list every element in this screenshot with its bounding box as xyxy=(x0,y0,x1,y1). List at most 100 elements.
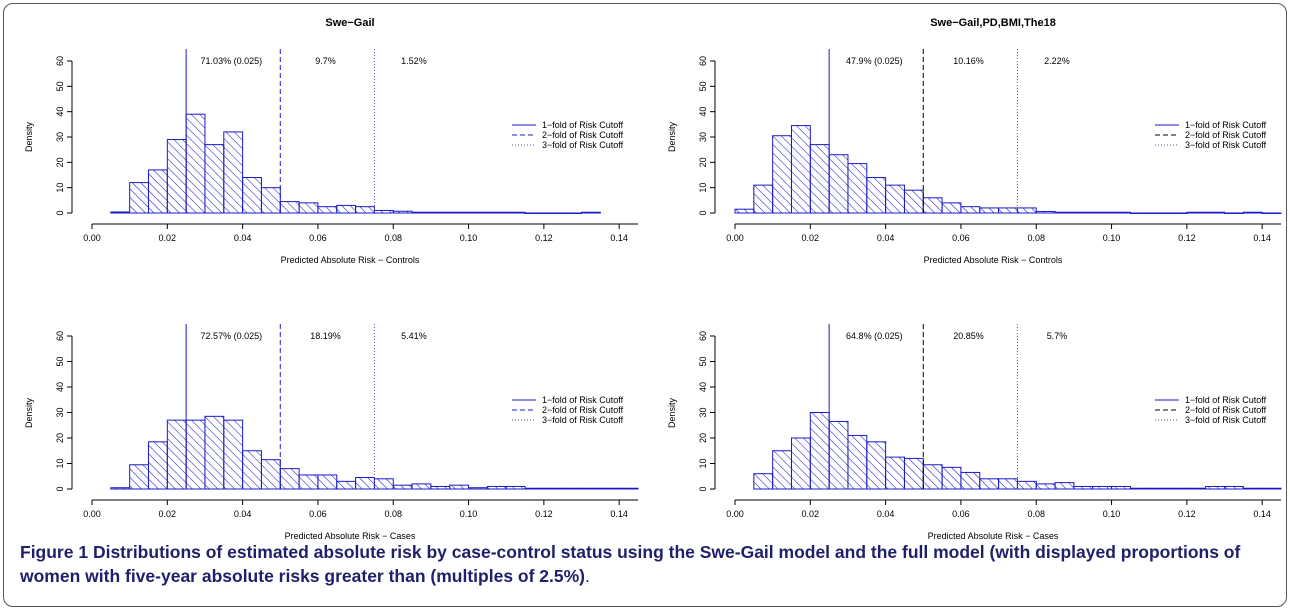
histogram-bar xyxy=(1111,485,1131,490)
x-tick-label: 0.06 xyxy=(952,233,970,243)
histogram-bar xyxy=(242,177,262,214)
histogram-bar xyxy=(298,202,319,214)
histogram-bar xyxy=(223,419,244,490)
histogram-bar xyxy=(260,459,281,490)
histogram-bar xyxy=(1073,211,1094,214)
histogram-bar xyxy=(1054,482,1075,490)
histogram-bar xyxy=(1261,212,1282,214)
y-tick-label: 10 xyxy=(698,183,708,193)
y-axis-label: Density xyxy=(667,121,677,152)
histogram-bar xyxy=(753,184,774,214)
histogram-bar xyxy=(355,206,375,214)
histogram-bar xyxy=(543,487,564,490)
x-axis-label: Predicted Absolute Risk − Cases xyxy=(928,531,1059,540)
chart-panel-3: 72.57% (0.025) 18.19% 5.41% 0.00 0.02 0.04 0.… xyxy=(24,324,639,540)
histogram-bar xyxy=(1205,485,1226,490)
cutoff-group: 72.57% (0.025) 18.19% 5.41% xyxy=(185,324,427,489)
y-tick-label: 60 xyxy=(698,331,708,341)
y-tick-label: 30 xyxy=(55,132,65,142)
histogram-bar xyxy=(411,483,432,490)
histogram-bar xyxy=(411,211,432,214)
histogram-bar xyxy=(998,478,1018,490)
y-tick-label: 20 xyxy=(55,433,65,443)
histogram-bar xyxy=(524,212,545,214)
histogram-bar xyxy=(1224,485,1244,490)
histogram-bar xyxy=(866,441,887,490)
histogram-bar xyxy=(373,209,394,214)
cutoff-label: 72.57% (0.025) xyxy=(201,331,263,341)
histogram-bar xyxy=(979,478,1000,490)
y-tick-label: 20 xyxy=(698,157,708,167)
histogram-bar xyxy=(581,487,601,490)
y-tick-label: 0 xyxy=(55,210,65,215)
chart-panel-1: Swe−Gail 71.03% (0.025) 9.7% 1.52% 0.00 0.0… xyxy=(24,17,638,265)
histogram-bar xyxy=(809,144,830,214)
y-tick-label: 60 xyxy=(698,56,708,66)
caption-text: Distributions of estimated absolute risk… xyxy=(20,542,1241,586)
histogram-bar xyxy=(753,473,774,490)
legend-label: 2−fold of Risk Cutoff xyxy=(1185,130,1267,140)
x-tick-label: 0.08 xyxy=(1027,233,1045,243)
histogram-bar xyxy=(1129,487,1150,490)
bar-group xyxy=(734,125,1282,214)
x-tick-label: 0.12 xyxy=(535,233,553,243)
histogram-bar xyxy=(885,456,905,490)
y-tick-label: 10 xyxy=(55,183,65,193)
histogram-bar xyxy=(1148,212,1169,214)
bar-group xyxy=(110,415,639,490)
histogram-bar xyxy=(223,131,244,214)
y-tick-label: 50 xyxy=(698,356,708,366)
x-axis-label: Predicted Absolute Risk − Controls xyxy=(924,255,1063,265)
caption-end: . xyxy=(585,566,590,586)
y-tick-label: 30 xyxy=(698,132,708,142)
cutoff-label: 5.41% xyxy=(401,331,427,341)
cutoff-label: 9.7% xyxy=(315,56,336,66)
bar-group xyxy=(753,412,1282,490)
legend-label: 2−fold of Risk Cutoff xyxy=(542,405,624,415)
y-tick-label: 60 xyxy=(55,56,65,66)
histogram-bar xyxy=(505,485,526,490)
histogram-bar xyxy=(147,169,168,214)
y-tick-label: 40 xyxy=(55,107,65,117)
histogram-bar xyxy=(543,212,564,214)
y-tick-label: 50 xyxy=(698,81,708,91)
histogram-bar xyxy=(847,434,868,490)
x-tick-label: 0.14 xyxy=(1253,509,1271,519)
histogram-bar xyxy=(790,437,811,490)
histogram-bar xyxy=(185,113,206,214)
legend-label: 3−fold of Risk Cutoff xyxy=(542,140,624,150)
histogram-bar xyxy=(430,485,451,490)
x-tick-label: 0.04 xyxy=(234,509,252,519)
histogram-bar xyxy=(866,177,887,214)
histogram-bar xyxy=(449,211,470,214)
x-tick-label: 0.08 xyxy=(1027,509,1045,519)
histogram-bar xyxy=(524,487,545,490)
histogram-bar xyxy=(618,487,639,490)
histogram-bar xyxy=(110,487,131,490)
y-tick-label: 40 xyxy=(698,382,708,392)
histogram-bar xyxy=(960,471,981,490)
bar-group xyxy=(110,113,601,214)
caption-label: Figure 1 xyxy=(20,542,89,562)
histogram-bar xyxy=(772,135,792,214)
histogram-bar xyxy=(941,466,962,490)
histogram-bar xyxy=(941,202,962,214)
histogram-bar xyxy=(1054,211,1075,214)
x-tick-label: 0.14 xyxy=(1253,233,1271,243)
cutoff-label: 18.19% xyxy=(310,331,341,341)
x-tick-label: 0.10 xyxy=(460,509,478,519)
histogram-bar xyxy=(1167,487,1188,490)
y-tick-label: 50 xyxy=(55,356,65,366)
y-tick-label: 40 xyxy=(55,382,65,392)
x-tick-label: 0.12 xyxy=(1178,509,1196,519)
x-tick-label: 0.00 xyxy=(726,509,744,519)
chart-title: Swe−Gail xyxy=(325,17,374,29)
histogram-bar xyxy=(734,208,755,214)
histogram-bar xyxy=(392,210,413,214)
x-tick-label: 0.14 xyxy=(610,509,628,519)
y-tick-label: 0 xyxy=(698,486,708,491)
histogram-bar xyxy=(166,139,187,214)
cutoff-group: 47.9% (0.025) 10.16% 2.22% xyxy=(828,49,1070,213)
